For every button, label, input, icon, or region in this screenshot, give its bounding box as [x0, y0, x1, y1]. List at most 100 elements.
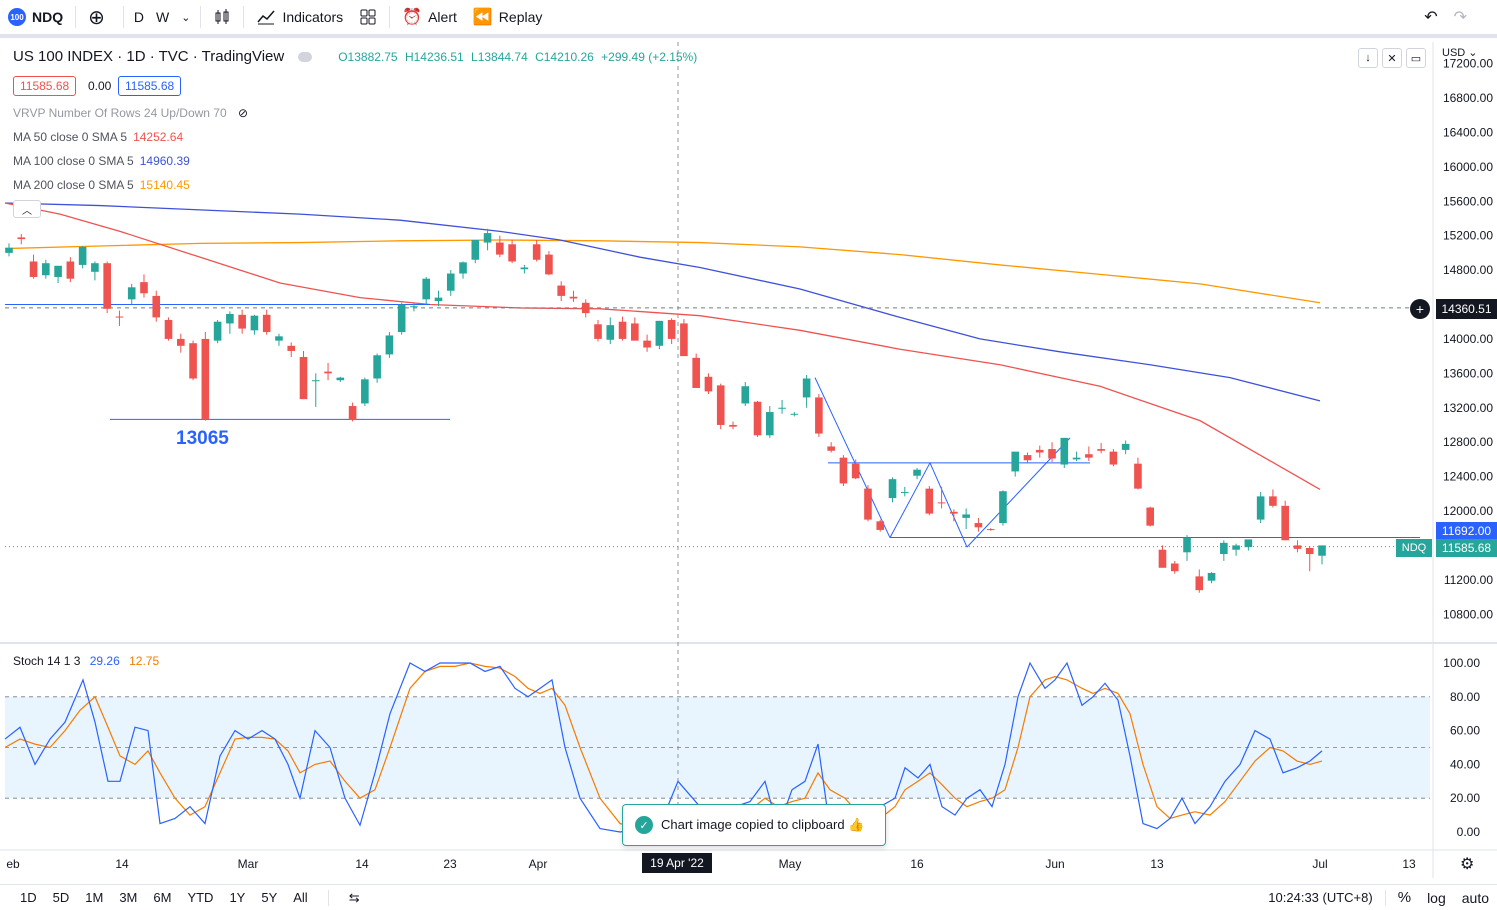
candle-body	[496, 242, 504, 255]
range-1m[interactable]: 1M	[85, 890, 104, 905]
candle-body	[29, 261, 38, 277]
indicators-label: Indicators	[282, 9, 344, 25]
buy-price-box[interactable]: 11585.68	[118, 76, 182, 96]
candle-body	[311, 380, 320, 382]
low-annotation[interactable]: 13065	[176, 428, 229, 449]
candle-body	[594, 324, 602, 339]
stoch-tick-label: 20.00	[1450, 791, 1480, 805]
interval-w-button[interactable]: W	[156, 9, 170, 25]
price-tick-label: 10800.00	[1443, 607, 1493, 621]
candle-body	[446, 273, 455, 291]
range-all[interactable]: All	[293, 890, 308, 905]
layouts-button[interactable]	[351, 0, 385, 34]
candle-body	[827, 446, 835, 451]
candle-body	[1146, 507, 1155, 526]
candle-body	[741, 386, 750, 404]
range-1d[interactable]: 1D	[20, 890, 37, 905]
separator	[1384, 889, 1386, 906]
crosshair-date-label: 19 Apr '22	[642, 853, 712, 873]
alert-label: Alert	[428, 9, 457, 25]
candle-body	[581, 302, 590, 314]
toast-message: Chart image copied to clipboard 👍	[661, 817, 865, 832]
separator	[389, 6, 391, 28]
compare-button[interactable]: ⊕	[80, 0, 119, 34]
symbol-search[interactable]: 100 NDQ	[0, 0, 71, 34]
range-ytd[interactable]: YTD	[187, 890, 214, 905]
timezone-button[interactable]: 10:24:33 (UTC+8)	[1268, 890, 1373, 905]
price-tick-label: 16800.00	[1443, 91, 1493, 105]
candle-body	[397, 304, 406, 333]
ma50-legend[interactable]: MA 50 close 0 SMA 5 14252.64	[13, 130, 183, 144]
time-tick-label: 14	[115, 857, 129, 871]
price-tick-label: 12800.00	[1443, 435, 1493, 449]
sell-price-box[interactable]: 11585.68	[13, 76, 77, 96]
indicators-button[interactable]: Indicators	[248, 0, 351, 34]
candle-body	[348, 406, 357, 420]
vrvp-legend[interactable]: VRVP Number Of Rows 24 Up/Down 70 ⊘	[13, 106, 248, 120]
maximize-pane-button[interactable]: ✕	[1382, 48, 1402, 68]
price-tick-label: 14800.00	[1443, 263, 1493, 277]
fullscreen-pane-button[interactable]: ▭	[1406, 48, 1426, 68]
candle-body	[483, 233, 492, 243]
range-5d[interactable]: 5D	[52, 890, 70, 905]
stoch-tick-label: 40.00	[1450, 757, 1480, 771]
redo-button[interactable]: ↷	[1446, 0, 1475, 34]
interval-dropdown[interactable]: ⌄	[175, 0, 196, 34]
ma100-legend[interactable]: MA 100 close 0 SMA 5 14960.39	[13, 154, 190, 168]
ma50-label: MA 50 close 0 SMA 5	[13, 130, 128, 144]
candle-body	[115, 316, 124, 318]
chevron-down-icon: ⌄	[181, 11, 191, 24]
ma100-line	[4, 202, 1321, 402]
date-range-button[interactable]: ⇆	[341, 890, 368, 906]
log-scale-button[interactable]: log	[1427, 889, 1446, 906]
range-5y[interactable]: 5Y	[261, 890, 278, 905]
currency-label: USD	[1442, 47, 1466, 59]
candle-body	[1207, 572, 1216, 581]
ma50-value: 14252.64	[133, 130, 184, 144]
collapse-legend-button[interactable]: ︿	[13, 200, 41, 218]
candle-body	[729, 424, 737, 427]
candle-body	[127, 287, 136, 300]
candle-body	[864, 488, 872, 520]
auto-scale-button[interactable]: auto	[1461, 889, 1489, 906]
candle-body	[164, 319, 173, 339]
interval-d-button[interactable]: D	[133, 9, 145, 25]
candle-body	[1085, 454, 1093, 458]
chart-settings-button[interactable]: ⚙	[1460, 854, 1474, 874]
candle-body	[631, 323, 639, 341]
time-tick-label: eb	[6, 857, 20, 871]
currency-selector[interactable]: USD ⌄	[1442, 46, 1478, 59]
range-3m[interactable]: 3M	[119, 890, 138, 905]
ohlc-close: C14210.26	[535, 49, 594, 64]
ma200-legend[interactable]: MA 200 close 0 SMA 5 15140.45	[13, 178, 190, 192]
time-tick-label: Jun	[1045, 857, 1064, 871]
undo-button[interactable]: ↶	[1416, 0, 1445, 34]
range-6m[interactable]: 6M	[153, 890, 172, 905]
legend-dot-icon	[298, 51, 313, 62]
candle-body	[1097, 449, 1105, 451]
stoch-legend[interactable]: Stoch 14 1 3 29.26 12.75	[13, 654, 159, 668]
time-tick-label: 16	[910, 857, 924, 871]
move-down-button[interactable]: ↓	[1358, 48, 1378, 68]
price-tick-label: 17200.00	[1443, 57, 1493, 71]
candle-body	[1035, 449, 1044, 453]
top-toolbar: 100 NDQ ⊕ D W ⌄ Indicators ⏰ Alert ⏪	[0, 0, 1497, 38]
ohlc-values: O13882.75 H14236.51 L13844.74 C14210.26 …	[338, 50, 701, 64]
candle-body	[667, 319, 676, 339]
pane-buttons: ↓ ✕ ▭	[1358, 48, 1426, 68]
chart-type-button[interactable]	[205, 0, 239, 34]
range-1y[interactable]: 1Y	[229, 890, 246, 905]
candle-body	[900, 492, 909, 494]
candle-body	[275, 336, 283, 341]
stoch-d-value: 12.75	[129, 654, 160, 668]
replay-button[interactable]: ⏪ Replay	[465, 0, 551, 34]
gear-icon: ⚙	[1460, 856, 1475, 873]
rewind-icon: ⏪	[472, 9, 493, 26]
trend-line	[814, 377, 891, 538]
percent-scale-button[interactable]: %	[1397, 889, 1412, 906]
eye-off-icon[interactable]: ⊘	[238, 106, 249, 120]
crosshair-add-button[interactable]: +	[1410, 299, 1430, 319]
indicators-icon	[257, 10, 276, 25]
alert-button[interactable]: ⏰ Alert	[394, 0, 465, 34]
